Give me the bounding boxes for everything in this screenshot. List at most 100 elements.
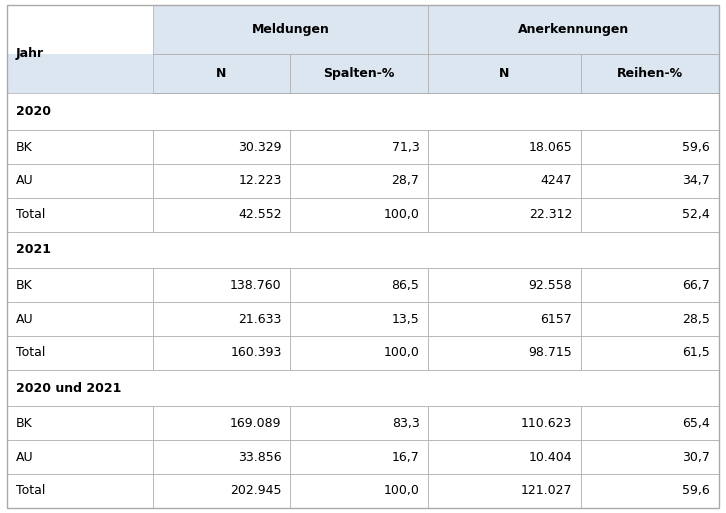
Bar [7, 302, 152, 336]
Text: 98.715: 98.715 [529, 346, 572, 359]
Text: Anerkennungen: Anerkennungen [518, 23, 629, 36]
Text: 30,7: 30,7 [682, 451, 710, 464]
Text: 42.552: 42.552 [238, 208, 282, 221]
Text: 2020: 2020 [16, 105, 51, 119]
Text: 4247: 4247 [541, 174, 572, 187]
Text: 138.760: 138.760 [230, 279, 282, 292]
Text: 71,3: 71,3 [392, 141, 420, 153]
Bar [428, 198, 581, 231]
Bar [428, 164, 581, 198]
Text: 121.027: 121.027 [521, 484, 572, 498]
Bar [290, 336, 428, 370]
Text: Jahr: Jahr [16, 47, 44, 60]
Bar [152, 336, 290, 370]
Text: 12.223: 12.223 [238, 174, 282, 187]
Text: 13,5: 13,5 [392, 312, 420, 326]
Text: 10.404: 10.404 [529, 451, 572, 464]
Text: 28,5: 28,5 [682, 312, 710, 326]
Bar [7, 231, 719, 268]
Bar [428, 54, 581, 93]
Bar [581, 130, 719, 164]
Bar [152, 130, 290, 164]
Bar [152, 406, 290, 440]
Bar [581, 474, 719, 508]
Bar [7, 93, 719, 130]
Text: 21.633: 21.633 [238, 312, 282, 326]
Bar [290, 302, 428, 336]
Text: 28,7: 28,7 [391, 174, 420, 187]
Bar [152, 54, 290, 93]
Text: Reihen-%: Reihen-% [617, 67, 683, 80]
Text: 59,6: 59,6 [682, 141, 710, 153]
Bar [290, 130, 428, 164]
Bar [290, 440, 428, 474]
Bar [290, 198, 428, 231]
Bar [7, 268, 152, 302]
Text: 34,7: 34,7 [682, 174, 710, 187]
Text: 86,5: 86,5 [391, 279, 420, 292]
Bar [428, 5, 719, 54]
Bar [7, 474, 152, 508]
Bar [581, 440, 719, 474]
Text: 6157: 6157 [540, 312, 572, 326]
Text: 160.393: 160.393 [230, 346, 282, 359]
Bar [7, 198, 152, 231]
Text: BK: BK [16, 141, 33, 153]
Text: AU: AU [16, 174, 33, 187]
Text: Total: Total [16, 484, 45, 498]
Text: 83,3: 83,3 [392, 417, 420, 430]
Bar [7, 440, 152, 474]
Bar [290, 164, 428, 198]
Bar [428, 302, 581, 336]
Bar [7, 54, 152, 93]
Bar [581, 268, 719, 302]
Text: 2021: 2021 [16, 244, 51, 256]
Text: N: N [499, 67, 510, 80]
Text: 18.065: 18.065 [529, 141, 572, 153]
Bar [152, 198, 290, 231]
Text: 52,4: 52,4 [682, 208, 710, 221]
Bar [7, 370, 719, 406]
Text: 100,0: 100,0 [383, 208, 420, 221]
Text: BK: BK [16, 279, 33, 292]
Text: 110.623: 110.623 [521, 417, 572, 430]
Text: 66,7: 66,7 [682, 279, 710, 292]
Bar [290, 54, 428, 93]
Bar [152, 164, 290, 198]
Bar [428, 268, 581, 302]
Bar [152, 5, 428, 54]
Bar [7, 164, 152, 198]
Bar [428, 130, 581, 164]
Text: Meldungen: Meldungen [251, 23, 330, 36]
Bar [581, 406, 719, 440]
Text: Total: Total [16, 208, 45, 221]
Bar [7, 406, 152, 440]
Bar [152, 474, 290, 508]
Bar [152, 302, 290, 336]
Text: 65,4: 65,4 [682, 417, 710, 430]
Bar [428, 406, 581, 440]
Text: 2020 und 2021: 2020 und 2021 [16, 382, 121, 394]
Text: 92.558: 92.558 [529, 279, 572, 292]
Bar [428, 440, 581, 474]
Text: 16,7: 16,7 [392, 451, 420, 464]
Bar [152, 440, 290, 474]
Text: Total: Total [16, 346, 45, 359]
Text: 100,0: 100,0 [383, 484, 420, 498]
Text: 169.089: 169.089 [230, 417, 282, 430]
Bar [581, 302, 719, 336]
Bar [7, 336, 152, 370]
Bar [290, 406, 428, 440]
Text: N: N [216, 67, 227, 80]
Bar [152, 268, 290, 302]
Text: 202.945: 202.945 [230, 484, 282, 498]
Text: BK: BK [16, 417, 33, 430]
Bar [581, 198, 719, 231]
Bar [581, 336, 719, 370]
Text: Spalten-%: Spalten-% [324, 67, 395, 80]
Text: 33.856: 33.856 [238, 451, 282, 464]
Bar [428, 336, 581, 370]
Text: 30.329: 30.329 [238, 141, 282, 153]
Bar [290, 268, 428, 302]
Bar [428, 474, 581, 508]
